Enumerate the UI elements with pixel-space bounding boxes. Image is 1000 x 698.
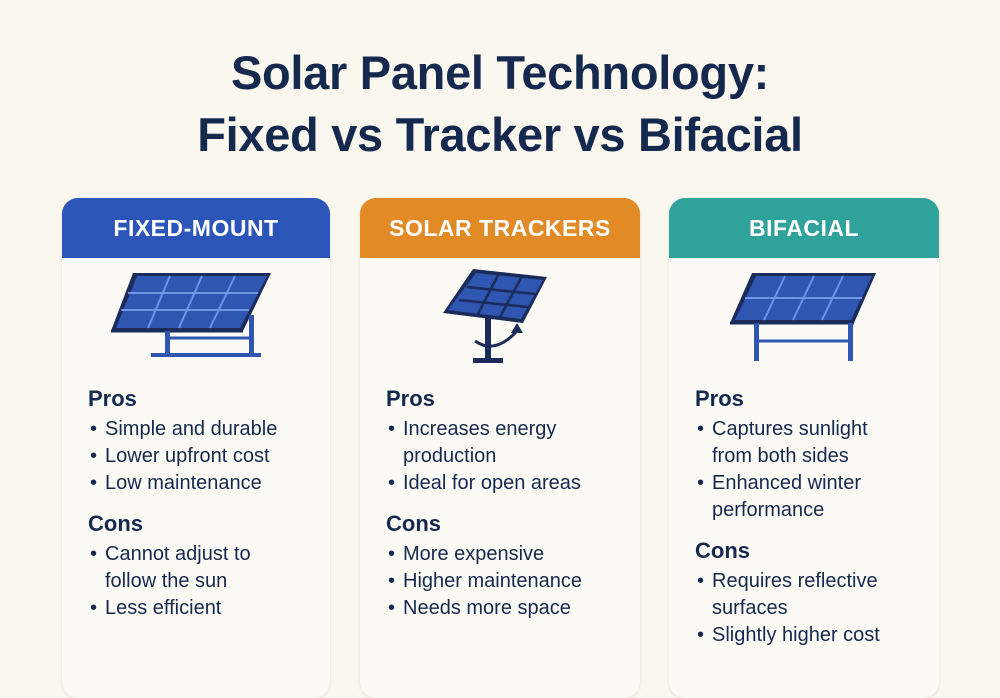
fixed-mount-pros-title: Pros — [88, 386, 137, 411]
list-item: Less efficient — [90, 595, 322, 622]
solar-trackers-pros-title: Pros — [386, 386, 435, 411]
list-item: Requires reflective surfaces — [697, 568, 912, 622]
solar-tracker-icon — [360, 258, 640, 378]
fixed-mount-cons-list: Cannot adjust to follow the sun Less eff… — [62, 541, 330, 622]
fixed-mount-header: FIXED-MOUNT — [62, 198, 330, 258]
title-line-1: Solar Panel Technology: — [230, 46, 770, 99]
title-line-2: Fixed vs Tracker vs Bifacial — [197, 108, 803, 161]
list-item: Low maintenance — [90, 470, 322, 497]
list-item: Simple and durable — [90, 416, 322, 443]
fixed-mount-card: FIXED-MOUNT Pros Simple and durable Lowe… — [62, 198, 330, 698]
bifacial-solar-panel-icon — [669, 258, 939, 378]
solar-trackers-cons-title: Cons — [386, 511, 441, 536]
fixed-mount-cons-title: Cons — [88, 511, 143, 536]
solar-trackers-header: SOLAR TRACKERS — [360, 198, 640, 258]
list-item: More expensive — [388, 541, 632, 568]
list-item: Cannot adjust to follow the sun — [90, 541, 275, 595]
page-title: Solar Panel Technology: Fixed vs Tracker… — [0, 42, 1000, 166]
list-item: Captures sunlight from both sides — [697, 416, 892, 470]
solar-trackers-pros-list: Increases energy production Ideal for op… — [360, 416, 640, 497]
bifacial-pros-list: Captures sunlight from both sides Enhanc… — [669, 416, 939, 524]
bifacial-header: BIFACIAL — [669, 198, 939, 258]
fixed-mount-pros-list: Simple and durable Lower upfront cost Lo… — [62, 416, 330, 497]
list-item: Higher maintenance — [388, 568, 632, 595]
solar-trackers-card: SOLAR TRACKERS Pros Increases energy pro… — [360, 198, 640, 698]
list-item: Ideal for open areas — [388, 470, 632, 497]
bifacial-cons-title: Cons — [695, 538, 750, 563]
bifacial-card: BIFACIAL Pros Captures sunlight from bot… — [669, 198, 939, 698]
fixed-mount-solar-panel-icon — [62, 258, 330, 378]
bifacial-pros-title: Pros — [695, 386, 744, 411]
bifacial-cons-list: Requires reflective surfaces Slightly hi… — [669, 568, 939, 649]
list-item: Slightly higher cost — [697, 622, 931, 649]
list-item: Enhanced winter performance — [697, 470, 887, 524]
list-item: Lower upfront cost — [90, 443, 322, 470]
list-item: Increases energy production — [388, 416, 573, 470]
solar-trackers-cons-list: More expensive Higher maintenance Needs … — [360, 541, 640, 622]
list-item: Needs more space — [388, 595, 632, 622]
